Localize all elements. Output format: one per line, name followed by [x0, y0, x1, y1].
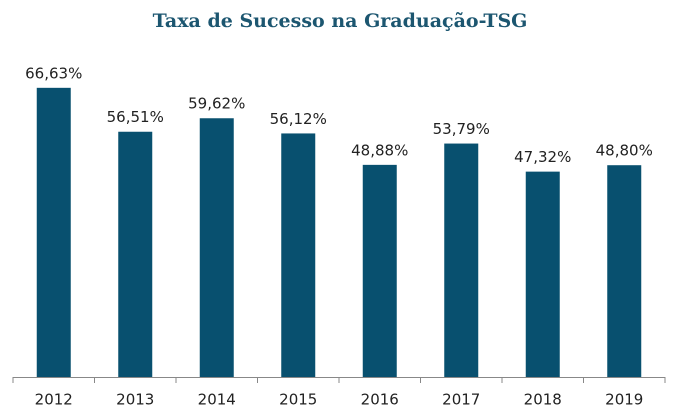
data-label: 47,32% [514, 148, 571, 166]
x-tick-label: 2019 [605, 391, 643, 409]
bar [118, 131, 153, 377]
x-tick-label: 2013 [116, 391, 154, 409]
bar [444, 143, 479, 377]
data-label: 53,79% [433, 120, 490, 138]
x-tick-label: 2018 [524, 391, 562, 409]
bar [281, 133, 316, 377]
data-label: 59,62% [188, 95, 245, 113]
x-tick-label: 2017 [442, 391, 480, 409]
bar [525, 171, 560, 377]
data-label: 66,63% [25, 64, 82, 82]
x-tick-label: 2016 [361, 391, 399, 409]
chart-title: Taxa de Sucesso na Graduação-TSG [153, 10, 528, 32]
data-label: 48,80% [596, 142, 653, 160]
x-tick-label: 2014 [198, 391, 236, 409]
x-tick-label: 2012 [35, 391, 73, 409]
x-tick-label: 2015 [279, 391, 317, 409]
bar [199, 118, 234, 377]
bar [607, 165, 642, 377]
bar [362, 164, 397, 377]
bar [36, 87, 71, 377]
data-label: 56,51% [107, 108, 164, 126]
data-label: 48,88% [351, 141, 408, 159]
data-label: 56,12% [270, 110, 327, 128]
